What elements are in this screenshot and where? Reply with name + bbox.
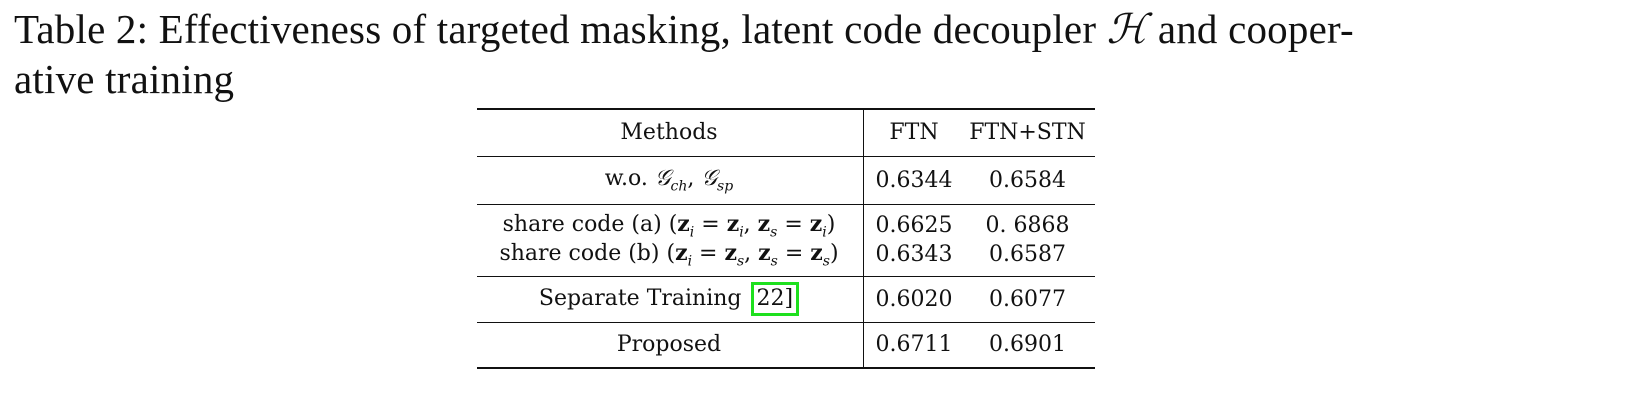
method-label: share code (b) bbox=[499, 241, 667, 267]
method-cell: Proposed bbox=[477, 322, 864, 368]
method-label: Separate Training bbox=[538, 286, 749, 311]
table-row: Separate Training 22] 0.6020 0.6077 bbox=[477, 276, 1095, 322]
ftn-value: 0.6343 bbox=[875, 242, 953, 268]
method-cell: share code (a) (zi = zi, zs = zi) bbox=[477, 204, 864, 240]
method-label: w.o. bbox=[604, 165, 655, 191]
decoupler-symbol: ℋ bbox=[1106, 6, 1148, 52]
caption-text-line2: ative training bbox=[14, 56, 235, 102]
method-cell: Separate Training 22] bbox=[477, 276, 864, 322]
method-label: Proposed bbox=[616, 332, 722, 358]
ftn-stn-value: 0.6587 bbox=[989, 242, 1066, 268]
caption-text-suffix: and cooper- bbox=[1147, 6, 1354, 52]
ftn-value: 0.6020 bbox=[875, 286, 953, 312]
table-row: share code (b) (zi = zs, zs = zs) 0.6343… bbox=[477, 240, 1095, 276]
caption-text-prefix: Table 2: Effectiveness of targeted maski… bbox=[14, 6, 1107, 52]
method-math: (zi = zs, zs = zs) bbox=[666, 240, 839, 270]
method-cell: share code (b) (zi = zs, zs = zs) bbox=[477, 240, 864, 276]
ftn-value: 0.6711 bbox=[875, 332, 953, 358]
method-math: 𝒢ch, 𝒢sp bbox=[654, 165, 734, 195]
table-row: Proposed 0.6711 0.6901 bbox=[477, 322, 1095, 368]
header-ftn-stn: FTN+STN bbox=[969, 120, 1086, 146]
ftn-stn-value: 0.6901 bbox=[989, 332, 1066, 358]
ftn-stn-value: 0.6584 bbox=[989, 167, 1066, 193]
results-table: Methods FTN FTN+STN w.o. 𝒢ch, 𝒢sp 0.6344… bbox=[477, 108, 1095, 369]
ftn-value: 0.6344 bbox=[875, 167, 953, 193]
table-row: share code (a) (zi = zi, zs = zi) 0.6625… bbox=[477, 204, 1095, 240]
ftn-stn-value: 0.6077 bbox=[989, 286, 1066, 312]
method-cell: w.o. 𝒢ch, 𝒢sp bbox=[477, 156, 864, 204]
method-math: (zi = zi, zs = zi) bbox=[668, 210, 836, 240]
ftn-value: 0.6625 bbox=[875, 212, 953, 238]
citation-link[interactable]: 22] bbox=[750, 282, 800, 316]
table-caption: Table 2: Effectiveness of targeted maski… bbox=[14, 4, 1624, 104]
table-row: w.o. 𝒢ch, 𝒢sp 0.6344 0.6584 bbox=[477, 156, 1095, 204]
ftn-stn-value: 0. 6868 bbox=[985, 212, 1070, 238]
method-label: share code (a) bbox=[502, 211, 669, 237]
header-methods: Methods bbox=[477, 109, 864, 156]
table-header-row: Methods FTN FTN+STN bbox=[477, 109, 1095, 156]
header-ftn: FTN bbox=[889, 120, 939, 146]
